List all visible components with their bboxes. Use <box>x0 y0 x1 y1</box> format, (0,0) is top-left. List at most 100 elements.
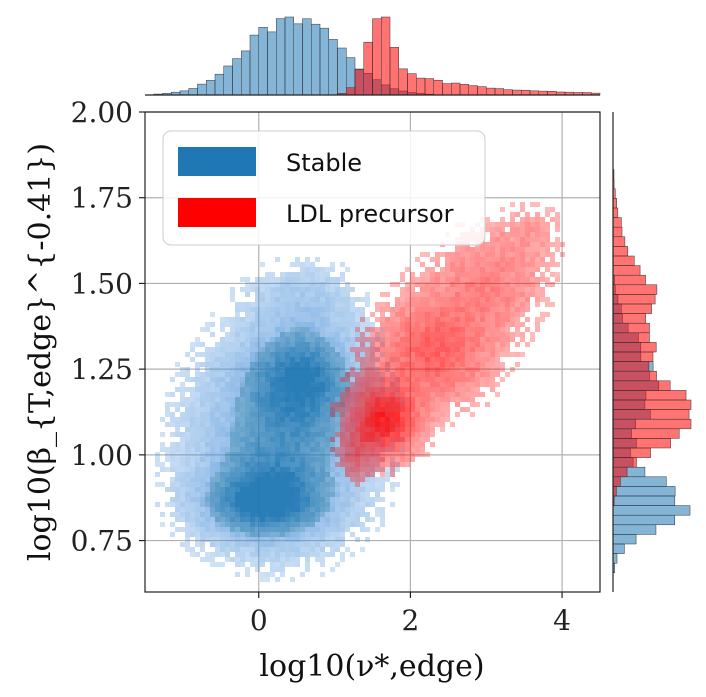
heatmap-cell-ldl-precursor <box>510 257 515 262</box>
heatmap-cell-stable <box>365 342 370 347</box>
heatmap-cell-stable <box>280 382 285 387</box>
heatmap-cell-ldl-precursor <box>445 392 450 397</box>
heatmap-cell-stable <box>275 292 280 297</box>
heatmap-cell-stable <box>365 537 370 542</box>
heatmap-cell-stable <box>195 462 200 467</box>
heatmap-cell-ldl-precursor <box>450 302 455 307</box>
heatmap-cell-ldl-precursor <box>410 322 415 327</box>
heatmap-cell-ldl-precursor <box>420 407 425 412</box>
heatmap-cell-ldl-precursor <box>430 272 435 277</box>
heatmap-cell-stable <box>245 552 250 557</box>
heatmap-cell-stable <box>260 577 265 582</box>
heatmap-cell-stable <box>345 392 350 397</box>
heatmap-cell-stable <box>250 437 255 442</box>
heatmap-cell-ldl-precursor <box>475 332 480 337</box>
heatmap-cell-stable <box>300 452 305 457</box>
heatmap-cell-stable <box>195 457 200 462</box>
heatmap-cell-ldl-precursor <box>435 257 440 262</box>
heatmap-cell-ldl-precursor <box>380 332 385 337</box>
heatmap-cell-stable <box>260 342 265 347</box>
heatmap-cell-stable <box>290 382 295 387</box>
y-tick-label: 1.50 <box>71 267 133 300</box>
heatmap-cell-ldl-precursor <box>545 247 550 252</box>
heatmap-cell-ldl-precursor <box>410 317 415 322</box>
heatmap-cell-stable <box>185 477 190 482</box>
heatmap-cell-ldl-precursor <box>535 227 540 232</box>
heatmap-cell-ldl-precursor <box>490 272 495 277</box>
heatmap-cell-stable <box>320 362 325 367</box>
heatmap-cell-ldl-precursor <box>540 257 545 262</box>
heatmap-cell-stable <box>205 347 210 352</box>
heatmap-cell-stable <box>355 322 360 327</box>
heatmap-cell-stable <box>290 477 295 482</box>
heatmap-cell-stable <box>335 377 340 382</box>
heatmap-cell-ldl-precursor <box>365 362 370 367</box>
heatmap-cell-stable <box>320 392 325 397</box>
heatmap-cell-stable <box>295 317 300 322</box>
heatmap-cell-ldl-precursor <box>360 377 365 382</box>
heatmap-cell-ldl-precursor <box>405 267 410 272</box>
heatmap-cell-ldl-precursor <box>380 457 385 462</box>
heatmap-cell-stable <box>320 492 325 497</box>
heatmap-cell-stable <box>160 462 165 467</box>
heatmap-cell-ldl-precursor <box>530 292 535 297</box>
heatmap-cell-stable <box>285 327 290 332</box>
heatmap-cell-stable <box>335 517 340 522</box>
heatmap-cell-stable <box>295 452 300 457</box>
heatmap-cell-stable <box>215 382 220 387</box>
heatmap-cell-ldl-precursor <box>525 292 530 297</box>
heatmap-cell-stable <box>200 472 205 477</box>
heatmap-cell-stable <box>305 302 310 307</box>
y-marginal-bar-stable <box>612 495 676 506</box>
heatmap-cell-ldl-precursor <box>480 342 485 347</box>
heatmap-cell-ldl-precursor <box>475 297 480 302</box>
heatmap-cell-stable <box>225 507 230 512</box>
heatmap-cell-stable <box>250 492 255 497</box>
heatmap-cell-stable <box>355 372 360 377</box>
heatmap-cell-stable <box>225 547 230 552</box>
heatmap-cell-stable <box>300 412 305 417</box>
heatmap-cell-ldl-precursor <box>505 372 510 377</box>
heatmap-cell-stable <box>160 522 165 527</box>
heatmap-cell-stable <box>300 497 305 502</box>
heatmap-cell-stable <box>360 507 365 512</box>
heatmap-cell-stable <box>220 372 225 377</box>
heatmap-cell-stable <box>285 522 290 527</box>
heatmap-cell-stable <box>315 447 320 452</box>
heatmap-cell-ldl-precursor <box>415 332 420 337</box>
heatmap-cell-ldl-precursor <box>365 452 370 457</box>
heatmap-cell-stable <box>210 562 215 567</box>
heatmap-cell-stable <box>170 442 175 447</box>
heatmap-cell-ldl-precursor <box>460 352 465 357</box>
heatmap-cell-ldl-precursor <box>350 442 355 447</box>
heatmap-cell-stable <box>315 277 320 282</box>
heatmap-cell-ldl-precursor <box>375 347 380 352</box>
heatmap-cell-stable <box>185 437 190 442</box>
heatmap-cell-ldl-precursor <box>440 292 445 297</box>
heatmap-cell-stable <box>230 322 235 327</box>
heatmap-cell-stable <box>260 502 265 507</box>
heatmap-cell-stable <box>345 422 350 427</box>
heatmap-cell-stable <box>300 292 305 297</box>
heatmap-cell-stable <box>275 327 280 332</box>
heatmap-cell-stable <box>190 552 195 557</box>
heatmap-cell-stable <box>300 507 305 512</box>
x-marginal-bar-ldl-precursor <box>477 86 487 96</box>
heatmap-cell-stable <box>310 367 315 372</box>
heatmap-cell-stable <box>280 527 285 532</box>
heatmap-cell-ldl-precursor <box>440 382 445 387</box>
heatmap-cell-stable <box>240 392 245 397</box>
heatmap-cell-ldl-precursor <box>530 332 535 337</box>
heatmap-cell-ldl-precursor <box>495 327 500 332</box>
heatmap-cell-stable <box>310 312 315 317</box>
heatmap-cell-ldl-precursor <box>355 387 360 392</box>
heatmap-cell-stable <box>215 352 220 357</box>
heatmap-cell-ldl-precursor <box>410 417 415 422</box>
heatmap-cell-stable <box>290 352 295 357</box>
heatmap-cell-stable <box>315 437 320 442</box>
heatmap-cell-ldl-precursor <box>465 267 470 272</box>
heatmap-cell-ldl-precursor <box>510 227 515 232</box>
heatmap-cell-ldl-precursor <box>415 422 420 427</box>
heatmap-cell-ldl-precursor <box>535 202 540 207</box>
heatmap-cell-stable <box>260 412 265 417</box>
